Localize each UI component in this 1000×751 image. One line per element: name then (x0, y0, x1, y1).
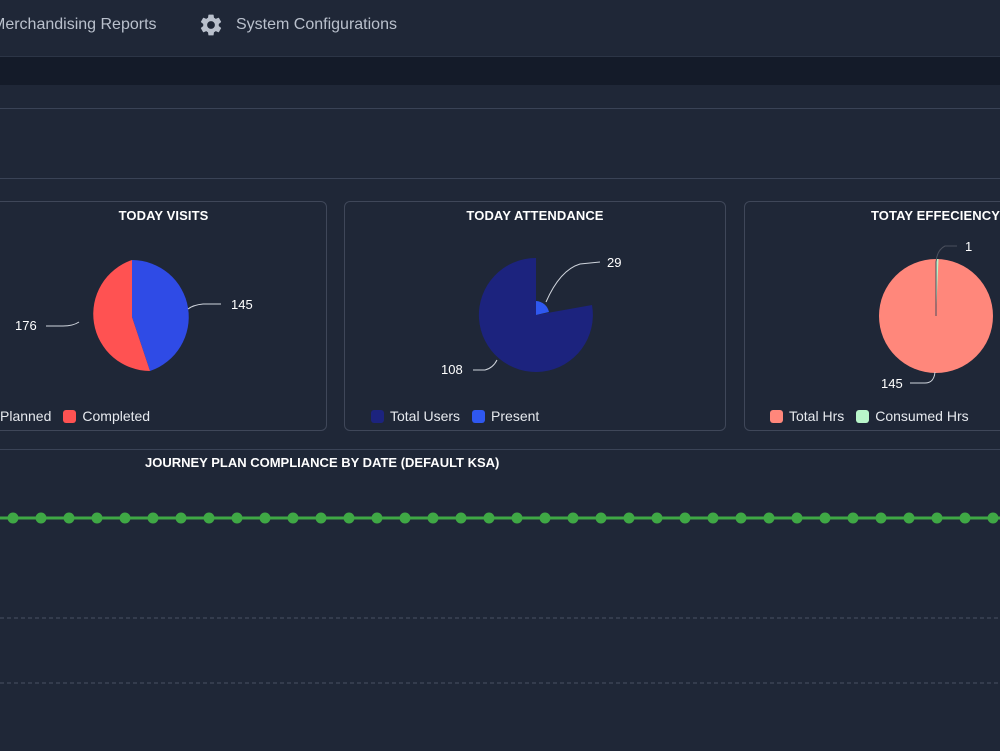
legend-total-hrs[interactable]: Total Hrs (770, 408, 844, 424)
card-title: TOTAY EFFECIENCY (871, 208, 1000, 223)
legend-completed[interactable]: Completed (63, 408, 150, 424)
efficiency-legend: Total Hrs Consumed Hrs (770, 408, 981, 424)
pie-slice-total-users (478, 257, 593, 372)
legend-label: Completed (82, 408, 151, 424)
pie-slice-planned (132, 260, 189, 371)
divider (0, 178, 1000, 179)
data-label-29: 29 (607, 255, 621, 270)
today-visits-card: TODAY VISITS 176 145 Planned Completed (0, 201, 327, 431)
pie-slice-present (536, 301, 549, 315)
leader-line (187, 303, 221, 310)
today-efficiency-card: TOTAY EFFECIENCY 1 145 Total Hrs Consume… (744, 201, 1000, 431)
nav-merchandising-reports[interactable]: Merchandising Reports (0, 14, 157, 36)
pie-slice-completed (93, 260, 150, 371)
data-label-145: 145 (881, 376, 903, 391)
data-label-176: 176 (15, 318, 37, 333)
divider (0, 108, 1000, 109)
leader-line (935, 245, 957, 316)
legend-label: Total Users (390, 408, 461, 424)
legend-label: Present (491, 408, 540, 424)
top-navigation: Merchandising Reports System Configurati… (0, 0, 1000, 57)
today-attendance-card: TODAY ATTENDANCE 29 108 Total Users Pres… (344, 201, 726, 431)
nav-merchandising-label: Merchandising Reports (0, 16, 157, 33)
legend-swatch (856, 409, 870, 423)
card-title: TODAY ATTENDANCE (466, 208, 604, 223)
legend-total-users[interactable]: Total Users (371, 408, 460, 424)
attendance-legend: Total Users Present (371, 408, 551, 424)
header-bar (0, 57, 1000, 85)
visits-pie-chart: 176 145 (15, 260, 253, 371)
legend-swatch (63, 409, 77, 423)
legend-consumed-hrs[interactable]: Consumed Hrs (856, 408, 969, 424)
legend-planned[interactable]: Planned (0, 408, 51, 424)
leader-line (473, 359, 498, 371)
legend-label: Consumed Hrs (875, 408, 969, 424)
card-title: TODAY VISITS (118, 208, 209, 223)
legend-swatch (371, 409, 384, 423)
legend-swatch (770, 409, 783, 423)
legend-label: Planned (0, 408, 52, 424)
leader-line (46, 321, 80, 327)
data-label-1: 1 (965, 239, 972, 254)
data-label-145: 145 (231, 297, 253, 312)
pie-slice-consumed-hrs (936, 258, 939, 316)
nav-system-configurations[interactable]: System Configurations (198, 14, 397, 36)
legend-swatch (472, 409, 486, 423)
compliance-chart-section (0, 449, 1000, 751)
attendance-pie-chart: 29 108 (441, 255, 621, 377)
nav-system-label: System Configurations (236, 16, 397, 33)
legend-present[interactable]: Present (472, 408, 539, 424)
leader-line (545, 261, 601, 303)
leader-line (910, 371, 936, 384)
gear-icon (198, 12, 224, 38)
legend-label: Total Hrs (789, 408, 845, 424)
visits-legend: Planned Completed (0, 408, 162, 424)
compliance-chart-title: JOURNEY PLAN COMPLIANCE BY DATE (DEFAULT… (145, 455, 500, 470)
data-label-108: 108 (441, 362, 463, 377)
efficiency-pie-chart: 1 145 (879, 239, 993, 391)
